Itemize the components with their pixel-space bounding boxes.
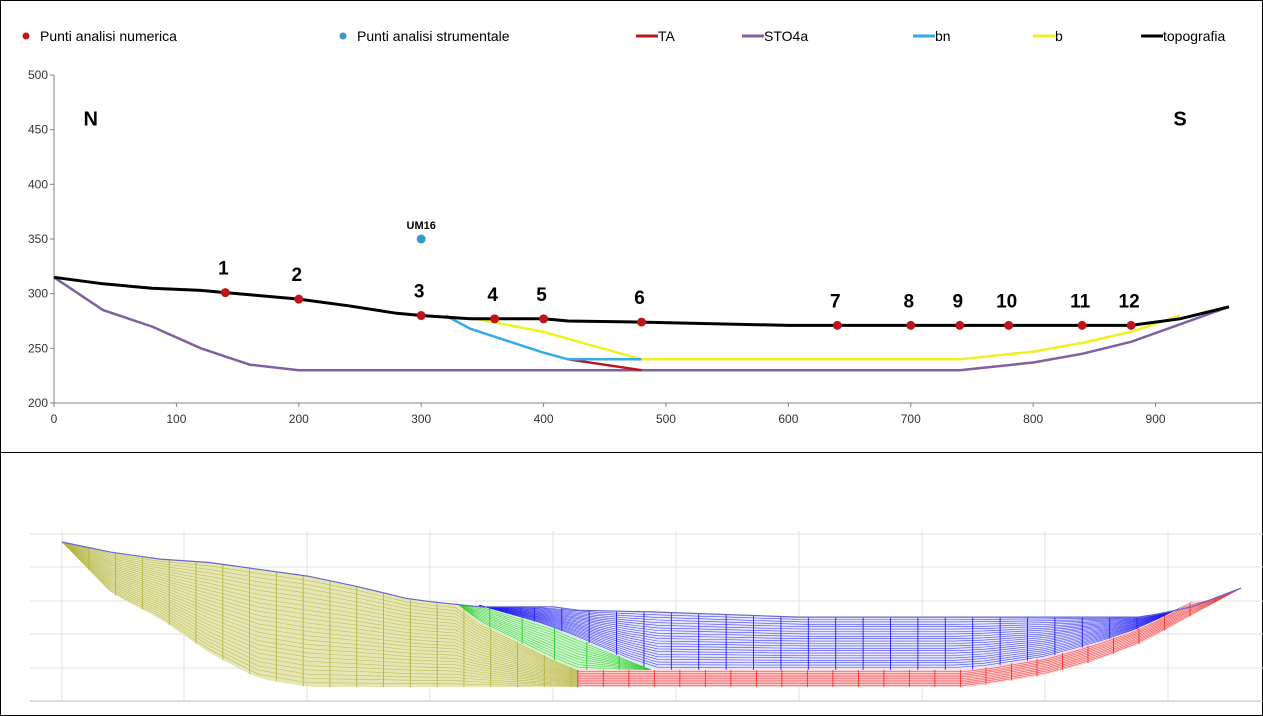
y-tick-label-400: 400	[28, 177, 48, 191]
numerical-point-11	[1077, 320, 1087, 330]
series-line-bn	[445, 314, 642, 361]
direction-label-s: S	[1173, 109, 1186, 131]
legend-label-topografia: topografia	[1163, 28, 1225, 44]
legend-label-punti-analisi-numerica: Punti analisi numerica	[40, 28, 177, 44]
series-line-sto4a	[53, 276, 1230, 372]
series-group	[53, 275, 1230, 372]
y-tick-label-300: 300	[28, 287, 48, 301]
legend-marker-punti-analisi-strumentale	[339, 32, 347, 40]
x-tick-label-700: 700	[901, 412, 921, 426]
numerical-point-6	[637, 317, 646, 327]
y-tick-label-500: 500	[28, 68, 48, 82]
legend-label-ta: TA	[658, 28, 676, 44]
numerical-point-4	[490, 314, 500, 324]
x-tick-label-200: 200	[289, 412, 309, 426]
numerical-point-label-4: 4	[487, 285, 498, 306]
legend-label-sto4a: STO4a	[764, 28, 808, 44]
numerical-point-label-2: 2	[292, 265, 303, 286]
mesh-zone-bn	[455, 601, 652, 670]
x-tick-label-800: 800	[1023, 412, 1043, 426]
series-line-b	[469, 314, 1181, 361]
y-tick-label-450: 450	[28, 123, 48, 137]
numerical-point-5	[539, 314, 549, 324]
y-tick-label-350: 350	[28, 232, 48, 246]
mesh-topography-line	[61, 541, 1242, 618]
mesh-panel	[30, 531, 1263, 702]
legend-label-punti-analisi-strumentale: Punti analisi strumentale	[357, 28, 510, 44]
numerical-point-label-11: 11	[1070, 291, 1091, 312]
numerical-point-label-7: 7	[830, 291, 841, 312]
legend-marker-punti-analisi-numerica	[22, 32, 30, 40]
numerical-point-label-10: 10	[996, 291, 1017, 312]
numerical-point-10	[1004, 320, 1014, 330]
cross-section-chart: Punti analisi numerica Punti analisi stru…	[22, 28, 1263, 426]
numerical-point-2	[294, 294, 304, 304]
numerical-point-label-8: 8	[903, 291, 914, 312]
points-group	[220, 234, 1136, 330]
x-tick-label-100: 100	[166, 412, 186, 426]
x-tick-label-0: 0	[51, 412, 58, 426]
series-line-topografia	[53, 275, 1230, 327]
x-tick-label-600: 600	[778, 412, 798, 426]
series-line-ta	[567, 358, 642, 372]
legend-label-bn: bn	[935, 28, 951, 44]
numerical-point-label-12: 12	[1119, 291, 1140, 312]
direction-label-n: N	[83, 109, 97, 131]
numerical-point-label-1: 1	[218, 259, 229, 280]
mesh-zone-ta	[577, 588, 1241, 687]
axes: 200 250 300 350 400 450 500 0 100 200 300 400 500 600…	[28, 68, 1263, 426]
numerical-point-8	[906, 320, 916, 330]
y-tick-label-200: 200	[28, 396, 48, 410]
x-tick-label-900: 900	[1146, 412, 1166, 426]
numerical-point-7	[832, 320, 842, 330]
numerical-point-label-3: 3	[414, 282, 425, 303]
legend: Punti analisi numerica Punti analisi stru…	[22, 28, 1225, 44]
numerical-point-12	[1126, 320, 1136, 330]
y-tick-label-250: 250	[28, 341, 48, 355]
x-tick-label-400: 400	[534, 412, 554, 426]
numerical-point-label-5: 5	[536, 285, 547, 306]
numerical-point-label-9: 9	[952, 291, 963, 312]
instrumental-point-um16	[416, 234, 426, 244]
legend-label-b: b	[1055, 28, 1063, 44]
numerical-point-3	[416, 311, 426, 321]
numerical-point-1	[220, 288, 230, 298]
x-tick-label-500: 500	[656, 412, 676, 426]
numerical-point-label-6: 6	[634, 288, 645, 309]
panel-divider	[0, 452, 1263, 453]
mesh-zones	[61, 541, 1242, 687]
instrumental-point-label-um16: UM16	[407, 220, 436, 232]
x-tick-label-300: 300	[411, 412, 431, 426]
numerical-point-9	[955, 320, 965, 330]
